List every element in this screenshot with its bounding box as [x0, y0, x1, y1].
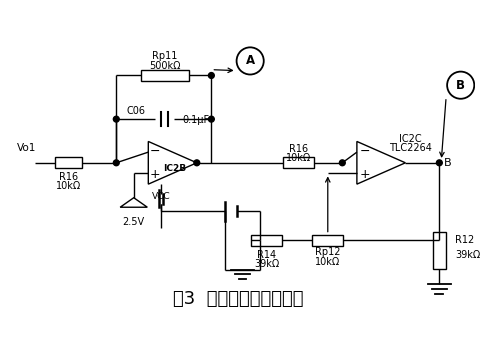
- Text: 10kΩ: 10kΩ: [315, 257, 340, 267]
- Text: 10kΩ: 10kΩ: [56, 181, 81, 191]
- Text: 39kΩ: 39kΩ: [455, 250, 480, 260]
- Circle shape: [208, 72, 214, 78]
- Bar: [283, 157, 314, 168]
- Bar: [312, 235, 343, 246]
- Circle shape: [194, 160, 200, 166]
- Bar: [251, 235, 282, 246]
- Text: IC2C: IC2C: [399, 134, 422, 144]
- Text: +: +: [359, 168, 370, 181]
- Text: Rp12: Rp12: [315, 247, 340, 257]
- Text: R16: R16: [59, 172, 78, 183]
- Text: R14: R14: [257, 250, 276, 260]
- Bar: [433, 232, 446, 268]
- Text: R12: R12: [455, 235, 474, 245]
- Text: A: A: [245, 55, 255, 67]
- Text: C06: C06: [126, 106, 145, 116]
- Bar: [141, 70, 189, 81]
- Text: TLC2264: TLC2264: [389, 143, 431, 153]
- Text: B: B: [456, 79, 465, 92]
- Text: 10kΩ: 10kΩ: [286, 153, 311, 163]
- Circle shape: [113, 116, 119, 122]
- Text: 39kΩ: 39kΩ: [254, 259, 279, 269]
- Text: −: −: [150, 145, 160, 158]
- Text: −: −: [359, 145, 370, 158]
- Bar: [55, 157, 82, 168]
- Circle shape: [339, 160, 345, 166]
- Text: Vo1: Vo1: [18, 143, 37, 153]
- Text: 500kΩ: 500kΩ: [149, 61, 181, 71]
- Text: VCC: VCC: [151, 192, 170, 201]
- Circle shape: [113, 160, 119, 166]
- Text: 2.5V: 2.5V: [123, 217, 145, 227]
- Text: +: +: [150, 168, 160, 181]
- Text: 0.1μF: 0.1μF: [182, 115, 209, 125]
- Text: B: B: [444, 158, 452, 168]
- Text: IC2B: IC2B: [163, 164, 186, 173]
- Text: Rp11: Rp11: [152, 51, 177, 61]
- Text: R16: R16: [289, 144, 308, 154]
- Circle shape: [208, 116, 214, 122]
- Circle shape: [436, 160, 442, 166]
- Text: 图3  二级放大器和比较器: 图3 二级放大器和比较器: [173, 289, 304, 308]
